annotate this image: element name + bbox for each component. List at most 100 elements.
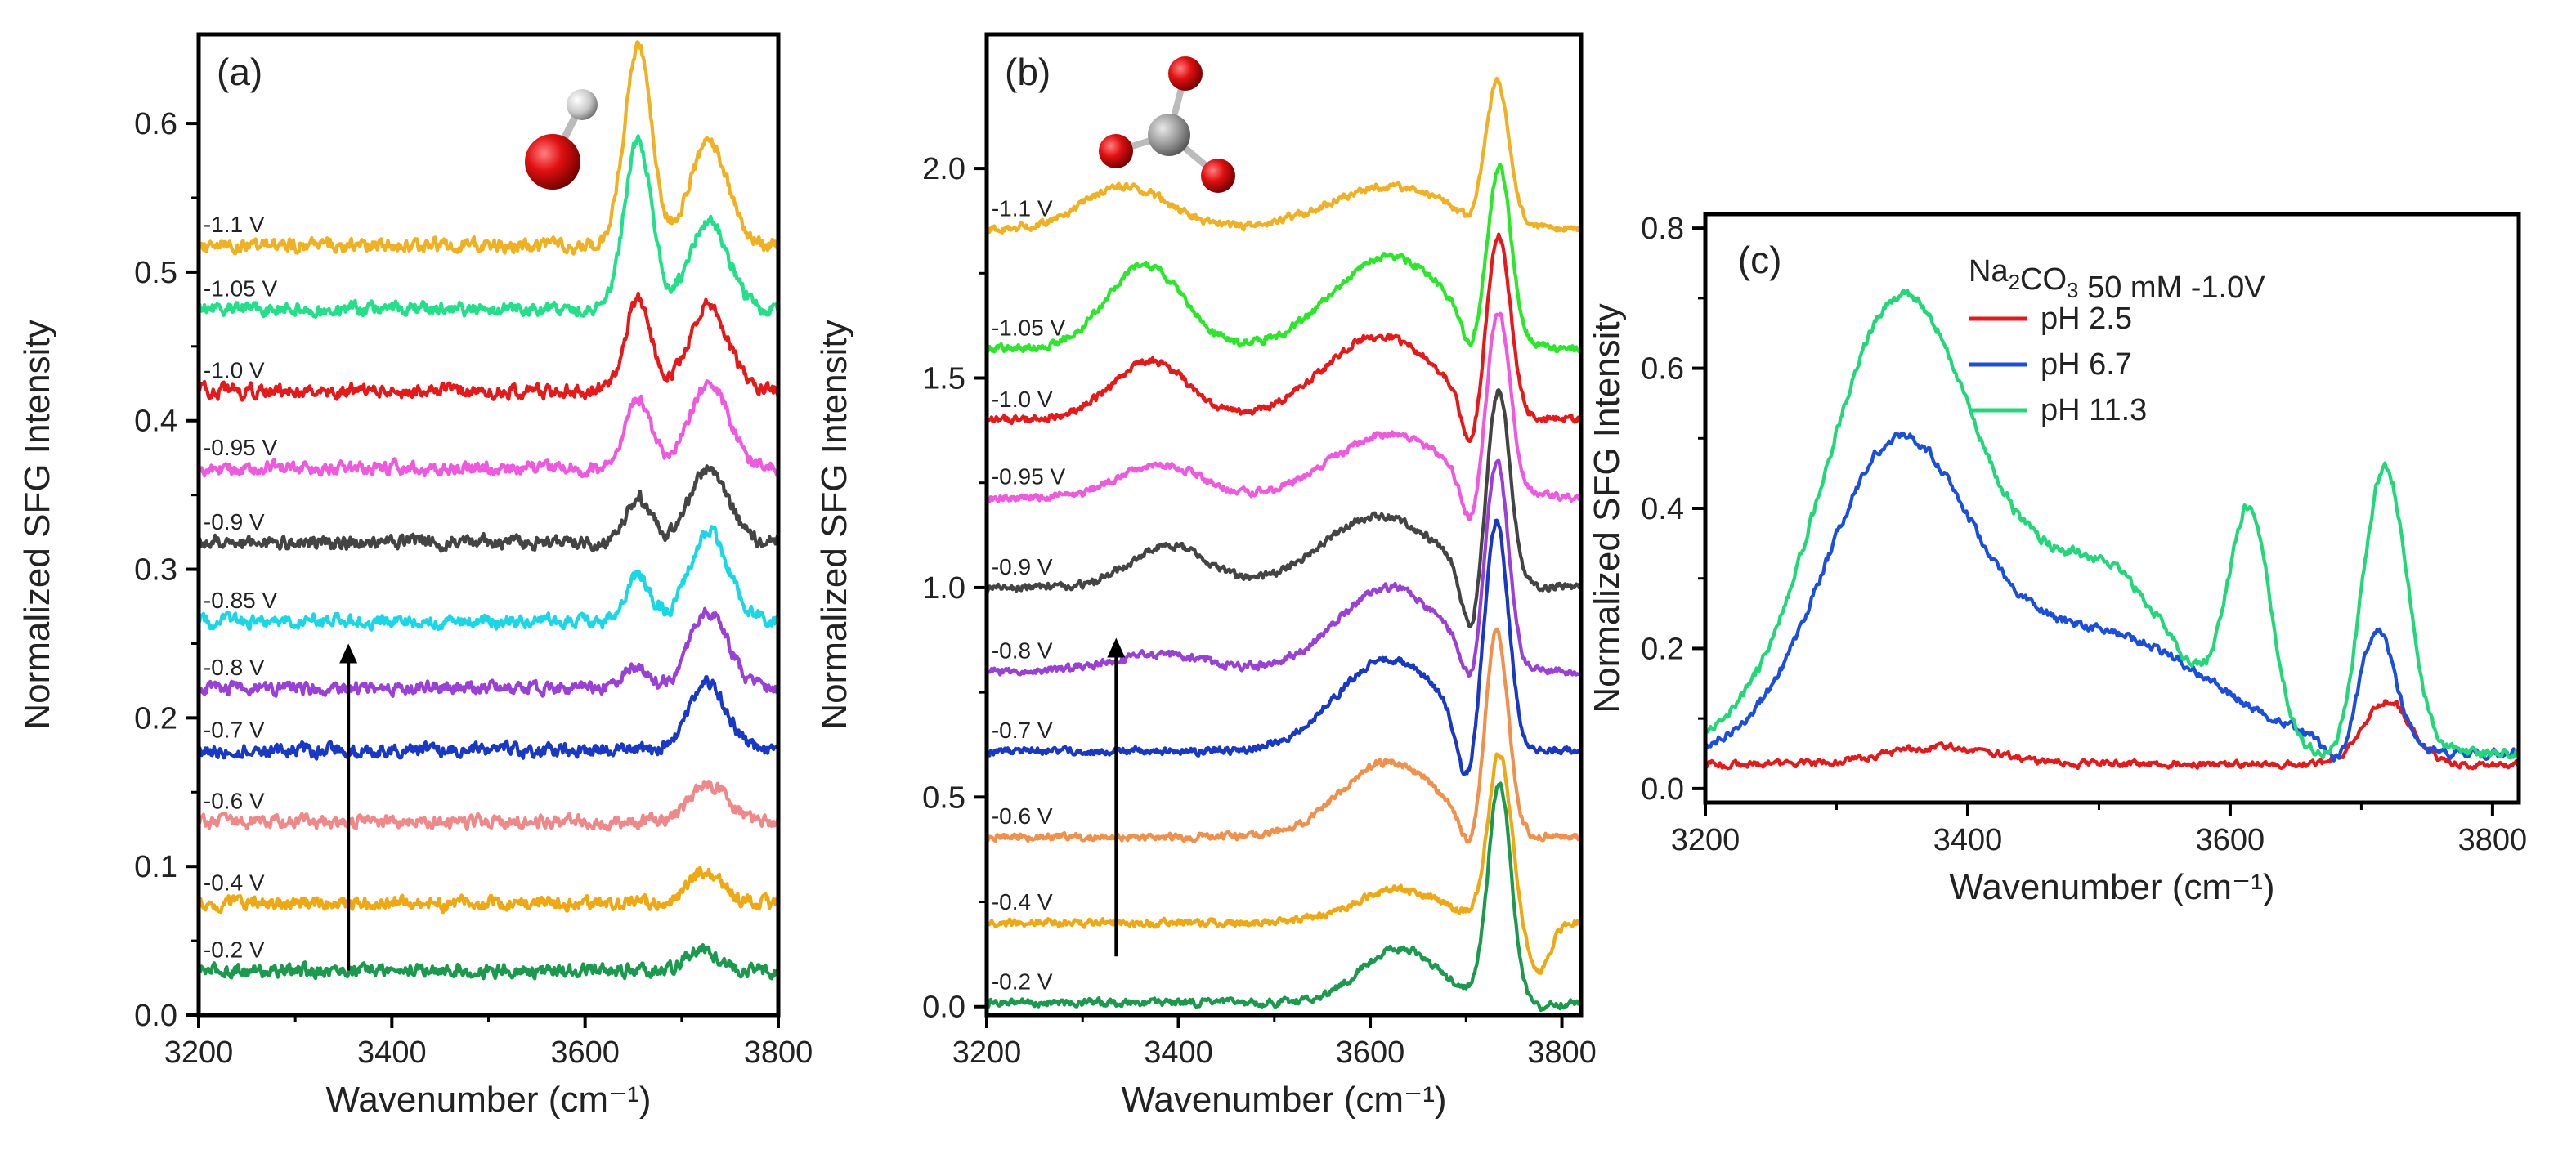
series-line-0p2V [987,781,1581,1013]
y-tick-label: 0.0 [922,991,965,1025]
series-label: -0.8 V [992,637,1053,663]
series-label: -1.05 V [204,275,278,301]
series-line-0p95V [987,311,1581,521]
series-label: -0.7 V [992,718,1053,743]
x-tick-label: 3600 [1336,1036,1405,1070]
series-line-0p4V [987,752,1581,975]
series-line-pH11p3 [1705,289,2519,760]
y-tick-label: 0.4 [1641,492,1684,526]
series-line-0p85V [199,525,778,632]
series-line-1p0V [987,232,1581,443]
series-line-1p1V [987,76,1581,235]
x-axis-label: Wavenumber (cm⁻¹) [325,1080,651,1120]
x-tick-label: 3800 [2458,823,2528,857]
x-tick-label: 3200 [164,1036,234,1070]
series-line-pH6p7 [1705,432,2519,763]
x-tick-label: 3400 [1144,1036,1213,1070]
x-axis-label: Wavenumber (cm⁻¹) [1121,1080,1446,1120]
y-tick-label: 0.8 [1641,212,1684,246]
trend-arrow-head [339,643,358,664]
series-line-pH2p5 [1705,699,2519,771]
series-line-1p05V [199,134,778,319]
series-label: -0.2 V [204,937,265,962]
panel-label: (b) [1005,51,1051,93]
series-line-0p6V [199,780,778,832]
series-line-1p05V [987,163,1581,354]
y-axis-label: Normalized SFG Intensity [1587,303,1627,713]
series-label: -1.0 V [992,387,1053,412]
panel-label: (c) [1738,239,1782,281]
series-line-1p1V [199,40,778,256]
series-label: -0.4 V [204,870,265,896]
plot-frame [984,32,1584,1018]
series-label: -0.4 V [992,889,1053,915]
x-tick-label: 3400 [1933,823,2003,857]
y-axis-label: Normalized SFG Intensity [814,320,854,729]
series-group [199,40,778,981]
legend-entry: pH 2.5 [2041,302,2132,336]
panel-a: -0.2 V -0.4 V -0.6 V -0.7 V -0.8 V -0.85 V -0.… [17,32,813,1120]
series-line-0p7V [199,675,778,761]
series-line-0p7V [987,518,1581,776]
y-tick-label: 2.0 [922,152,965,186]
y-tick-label: 1.5 [922,362,965,396]
series-group [1705,289,2519,771]
series-group [987,76,1581,1013]
series-label: -0.85 V [204,588,278,613]
panel-c: 3200 3400 3600 3800 0.0 0.2 0.4 0.6 0.8 Wavenumbe… [1587,212,2527,907]
x-tick-label: 3800 [744,1036,813,1070]
y-tick-label: 0.2 [1641,632,1684,666]
series-label: -0.6 V [992,803,1053,829]
x-tick-label: 3400 [357,1036,427,1070]
legend-title: Na2CO3 50 mM -1.0V [1969,254,2265,305]
y-tick-label: 0.2 [134,701,177,736]
series-line-0p8V [199,606,778,698]
series-label: -0.6 V [204,789,265,814]
y-tick-label: 0.0 [134,999,177,1033]
x-tick-label: 3800 [1527,1036,1597,1070]
y-tick-label: 0.3 [134,553,177,588]
series-label: -1.0 V [204,357,265,382]
series-line-0p6V [987,627,1581,844]
series-label: -0.9 V [204,509,265,535]
x-axis-label: Wavenumber (cm⁻¹) [1949,867,2274,907]
series-label: -0.95 V [204,435,278,460]
y-tick-label: 0.0 [1641,772,1684,807]
x-tick-label: 3200 [1671,823,1740,857]
x-tick-label: 3600 [550,1036,620,1070]
series-label: -0.7 V [204,717,265,742]
hydroxide-molecule-icon [525,89,598,190]
y-tick-label: 0.6 [134,107,177,141]
panel-b: -0.2 V -0.4 V -0.6 V -0.7 V -0.8 V -0.9 V -0.9… [814,32,1597,1120]
series-label: -0.9 V [992,554,1053,579]
series-label: -0.8 V [204,655,265,680]
series-label: -1.1 V [992,195,1053,221]
legend-entry: pH 11.3 [2041,393,2147,427]
series-line-0p2V [199,943,778,981]
y-tick-label: 0.5 [134,256,177,290]
y-tick-label: 1.0 [922,571,965,606]
y-tick-label: 0.4 [134,405,177,439]
carbonate-molecule-icon [1099,56,1235,193]
x-tick-label: 3600 [2196,823,2265,857]
series-label: -1.1 V [204,212,265,237]
trend-arrow-head [1107,637,1126,658]
y-tick-label: 0.6 [1641,352,1684,387]
y-axis-label: Normalized SFG Intensity [17,320,57,729]
series-label: -1.05 V [992,315,1066,341]
series-line-0p9V [199,464,778,553]
x-tick-label: 3200 [952,1036,1022,1070]
panel-label: (a) [217,51,262,93]
series-line-0p95V [199,379,778,479]
legend-entry: pH 6.7 [2041,347,2132,382]
y-tick-label: 0.5 [922,781,965,815]
series-line-0p4V [199,866,778,915]
series-line-0p9V [987,388,1581,628]
series-label: -0.95 V [992,464,1066,490]
series-line-0p8V [987,458,1581,678]
series-line-1p0V [199,292,778,402]
y-tick-label: 0.1 [134,850,177,884]
series-label: -0.2 V [992,969,1053,995]
